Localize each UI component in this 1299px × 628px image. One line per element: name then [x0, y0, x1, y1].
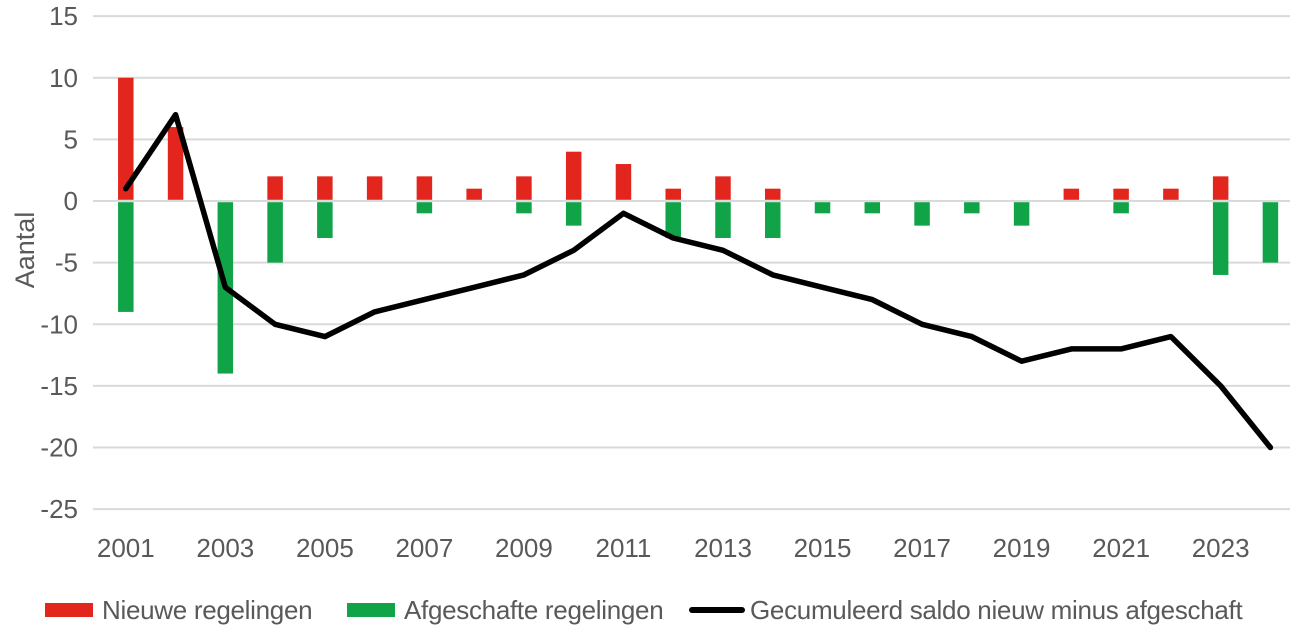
- legend-label-afgeschafte-regelingen: Afgeschafte regelingen: [404, 594, 664, 625]
- bar-abolished-2018: [964, 202, 980, 214]
- bar-abolished-2023: [1212, 202, 1229, 275]
- legend-label-gecumuleerd-saldo: Gecumuleerd saldo nieuw minus afgeschaft: [750, 594, 1243, 625]
- legend-swatch-afgeschafte-regelingen-icon: [347, 603, 395, 617]
- cumulative-line: [123, 111, 1274, 451]
- y-tick-label--15: -15: [40, 371, 78, 401]
- cumulative-saldo-line: [123, 111, 1274, 451]
- y-tick-label--20: -20: [40, 433, 78, 463]
- y-tick-label-5: 5: [64, 124, 78, 154]
- bar-abolished-2016: [864, 202, 881, 214]
- bar-new-2021: [1113, 188, 1129, 200]
- x-tick-label-2013: 2013: [694, 533, 752, 563]
- bars: [118, 77, 1279, 374]
- bar-abolished-2019: [1013, 202, 1030, 226]
- legend-line-swatch-gecumuleerd-saldo-icon: [689, 607, 745, 613]
- bar-abolished-2017: [914, 202, 930, 226]
- bar-abolished-2004: [267, 202, 283, 263]
- bar-abolished-2021: [1113, 202, 1129, 214]
- bar-abolished-2024: [1262, 202, 1279, 263]
- x-tick-label-2007: 2007: [395, 533, 453, 563]
- legend-swatch-nieuwe-regelingen-icon: [45, 603, 93, 617]
- bar-new-2006: [366, 176, 383, 200]
- bar-abolished-2010: [565, 202, 582, 226]
- x-tick-label-2015: 2015: [794, 533, 852, 563]
- bar-abolished-2014: [765, 202, 781, 238]
- bar-new-2022: [1163, 188, 1179, 200]
- bar-new-2011: [615, 164, 632, 200]
- x-tick-label-2011: 2011: [595, 533, 651, 563]
- legend-label-nieuwe-regelingen: Nieuwe regelingen: [102, 594, 313, 625]
- bar-new-2013: [715, 176, 731, 200]
- bar-abolished-2013: [715, 202, 731, 238]
- x-tick-label-2023: 2023: [1192, 533, 1250, 563]
- bar-new-2004: [267, 176, 283, 200]
- y-tick-label-10: 10: [49, 63, 78, 93]
- bar-abolished-2012: [665, 202, 681, 238]
- y-tick-label--5: -5: [55, 248, 78, 278]
- x-tick-label-2001: 2001: [97, 533, 155, 563]
- legend-item-afgeschafte-regelingen: Afgeschafte regelingen: [347, 594, 664, 626]
- bar-new-2008: [466, 188, 482, 200]
- bar-new-2009: [516, 176, 532, 200]
- bar-abolished-2015: [814, 202, 831, 214]
- bar-abolished-2009: [516, 202, 532, 214]
- y-tick-label--25: -25: [40, 494, 78, 524]
- y-tick-label--10: -10: [40, 309, 78, 339]
- x-tick-label-2019: 2019: [993, 533, 1051, 563]
- y-axis-title: Aantal: [10, 212, 40, 289]
- gridlines: [93, 15, 1290, 511]
- y-tick-label-0: 0: [64, 186, 78, 216]
- bar-abolished-2007: [416, 202, 433, 214]
- x-tick-label-2009: 2009: [495, 533, 553, 563]
- bar-new-2023: [1212, 176, 1229, 200]
- x-axis-tick-labels: 2001 2003 2005 2007 2009 2011 2013 2015 2017 2019…: [97, 533, 1250, 563]
- bar-new-2002: [167, 127, 184, 200]
- x-tick-label-2003: 2003: [196, 533, 254, 563]
- bar-abolished-2005: [317, 202, 333, 238]
- bar-new-2010: [565, 151, 582, 200]
- bar-new-2007: [416, 176, 433, 200]
- y-axis-tick-labels: 15 10 5 0 -5 -10 -15 -20 -25: [40, 1, 78, 524]
- bar-abolished-2001: [118, 202, 134, 312]
- bar-new-2012: [665, 188, 681, 200]
- bar-new-2001: [118, 77, 134, 200]
- y-tick-label-15: 15: [49, 1, 78, 31]
- x-tick-label-2021: 2021: [1092, 533, 1150, 563]
- bar-new-2005: [317, 176, 333, 200]
- bar-new-2020: [1063, 188, 1080, 200]
- x-tick-label-2017: 2017: [893, 533, 951, 563]
- x-tick-label-2005: 2005: [296, 533, 354, 563]
- legend: Nieuwe regelingen Afgeschafte regelingen…: [0, 594, 1299, 626]
- legend-item-gecumuleerd-saldo: Gecumuleerd saldo nieuw minus afgeschaft: [689, 594, 1243, 626]
- bar-new-2014: [765, 188, 781, 200]
- legend-item-nieuwe-regelingen: Nieuwe regelingen: [45, 594, 313, 626]
